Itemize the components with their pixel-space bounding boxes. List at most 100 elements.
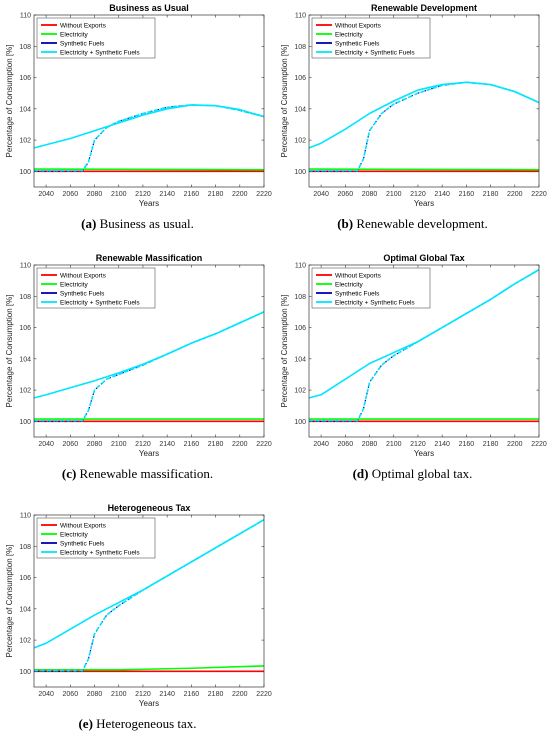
axes-box (308, 264, 540, 438)
chart-svg: Optimal Global Tax 2040 2060 2080 2100 2120 21… (280, 253, 547, 458)
y-axis-label: Percentage of Consumption [%] (5, 45, 14, 158)
x-tick-label: 2060 (338, 441, 354, 448)
legend-label-synthetic-fuels: Synthetic Fuels (335, 40, 380, 47)
y-tick-label: 108 (294, 294, 306, 301)
x-tick-label: 2060 (63, 441, 79, 448)
y-axis-label: Percentage of Consumption [%] (5, 295, 14, 408)
series-line-electricity-synthetic-fuels-branch (34, 311, 264, 422)
legend-label-electricity-synthetic-fuels: Electricity + Synthetic Fuels (60, 549, 140, 556)
y-tick-label: 100 (294, 169, 306, 176)
x-axis-label: Years (139, 699, 159, 708)
series-line-electricity-synthetic-fuels-branch (34, 518, 264, 672)
figure-caption: (d) Optimal global tax. (275, 466, 550, 482)
x-tick-label: 2220 (531, 441, 547, 448)
y-tick-label: 110 (20, 13, 31, 20)
x-tick-label: 2040 (313, 191, 329, 198)
caption-letter: (d) (352, 466, 369, 481)
y-axis-label: Percentage of Consumption [%] (280, 45, 289, 158)
x-axis-label: Years (139, 449, 159, 458)
x-axis-label: Years (414, 449, 434, 458)
axes-box (33, 514, 265, 688)
x-tick-label: 2200 (232, 191, 248, 198)
x-tick-label: 2220 (256, 691, 272, 698)
legend-label-electricity-synthetic-fuels: Electricity + Synthetic Fuels (60, 299, 140, 306)
axes-box (33, 264, 265, 438)
chart-title: Heterogeneous Tax (108, 503, 191, 513)
chart-svg: Business as Usual 2040 2060 2080 2100 2120 214… (5, 3, 272, 208)
x-tick-label: 2140 (159, 441, 175, 448)
y-tick-label: 102 (294, 138, 306, 145)
chart-title: Renewable Development (371, 3, 477, 13)
caption-letter: (b) (337, 216, 354, 231)
y-tick-label: 106 (19, 575, 31, 582)
x-tick-label: 2040 (38, 191, 54, 198)
chart-svg: Heterogeneous Tax 2040 2060 2080 2100 2120 214… (5, 503, 272, 708)
x-tick-label: 2140 (434, 191, 450, 198)
y-tick-label: 106 (294, 325, 306, 332)
series-line-electricity-synthetic-fuels-branch (309, 81, 539, 172)
x-tick-label: 2080 (362, 191, 378, 198)
figure-caption: (e) Heterogeneous tax. (0, 716, 275, 732)
y-tick-label: 102 (19, 638, 31, 645)
y-tick-label: 110 (295, 263, 306, 270)
x-tick-label: 2120 (410, 191, 426, 198)
x-axis-label: Years (139, 199, 159, 208)
x-tick-label: 2100 (111, 691, 127, 698)
x-tick-label: 2180 (483, 191, 499, 198)
y-tick-label: 104 (294, 106, 306, 113)
y-tick-label: 104 (19, 106, 31, 113)
chart-svg: Renewable Development 2040 2060 2080 2100 212… (280, 3, 547, 208)
y-tick-label: 100 (19, 419, 31, 426)
legend-label-electricity: Electricity (335, 31, 364, 38)
chart-panel-renewable-massification: Renewable Massification 2040 2060 2080 2100 2… (0, 250, 275, 498)
x-tick-label: 2220 (256, 441, 272, 448)
legend-label-synthetic-fuels: Synthetic Fuels (60, 540, 105, 547)
axes-box (33, 14, 265, 188)
x-tick-label: 2160 (184, 191, 200, 198)
x-tick-label: 2120 (135, 441, 151, 448)
caption-text: Optimal global tax. (368, 466, 473, 481)
y-tick-label: 102 (19, 138, 31, 145)
y-tick-label: 104 (294, 356, 306, 363)
x-tick-label: 2120 (410, 441, 426, 448)
chart-title: Renewable Massification (96, 253, 203, 263)
x-tick-label: 2120 (135, 691, 151, 698)
x-tick-label: 2220 (256, 191, 272, 198)
x-tick-label: 2160 (459, 191, 475, 198)
legend-label-electricity-synthetic-fuels: Electricity + Synthetic Fuels (60, 49, 140, 56)
figure-caption: (c) Renewable massification. (0, 466, 275, 482)
x-tick-label: 2140 (159, 691, 175, 698)
chart-title: Business as Usual (109, 3, 189, 13)
x-tick-label: 2200 (232, 441, 248, 448)
x-tick-label: 2100 (386, 191, 402, 198)
y-tick-label: 110 (20, 263, 31, 270)
caption-letter: (c) (61, 466, 77, 481)
legend-label-without-exports: Without Exports (335, 272, 382, 279)
y-axis-label: Percentage of Consumption [%] (5, 545, 14, 658)
x-tick-label: 2160 (184, 441, 200, 448)
x-tick-label: 2080 (87, 691, 103, 698)
legend-label-electricity: Electricity (60, 531, 89, 538)
series-group (34, 104, 264, 173)
legend-label-without-exports: Without Exports (60, 22, 107, 29)
series-line-electricity (34, 168, 264, 171)
y-tick-label: 102 (294, 388, 306, 395)
series-group (309, 81, 539, 173)
figure-caption: (a) Business as usual. (0, 216, 275, 232)
x-tick-label: 2100 (111, 191, 127, 198)
x-tick-label: 2140 (434, 441, 450, 448)
series-line-electricity (309, 168, 539, 171)
chart-panel-business-as-usual: Business as Usual 2040 2060 2080 2100 2120 214… (0, 0, 275, 248)
x-tick-label: 2040 (38, 691, 54, 698)
x-tick-label: 2080 (87, 441, 103, 448)
x-tick-label: 2080 (87, 191, 103, 198)
legend-label-electricity: Electricity (60, 31, 89, 38)
y-tick-label: 102 (19, 388, 31, 395)
caption-text: Heterogeneous tax. (92, 716, 197, 731)
x-tick-label: 2180 (208, 441, 224, 448)
x-tick-label: 2040 (38, 441, 54, 448)
caption-text: Renewable massification. (76, 466, 214, 481)
caption-text: Business as usual. (96, 216, 194, 231)
axes-box (308, 14, 540, 188)
chart-svg: Renewable Massification 2040 2060 2080 2100 2… (5, 253, 272, 458)
